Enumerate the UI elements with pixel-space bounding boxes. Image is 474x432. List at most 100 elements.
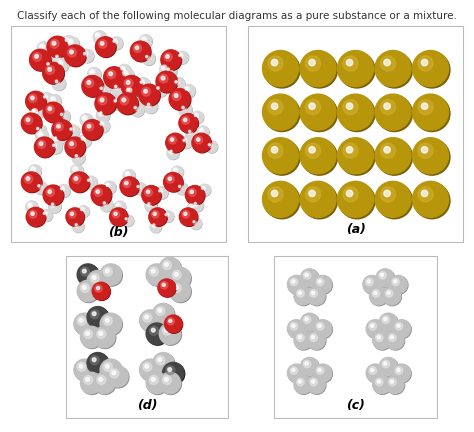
Circle shape	[164, 213, 169, 217]
Circle shape	[179, 104, 192, 117]
Circle shape	[81, 283, 89, 292]
Circle shape	[82, 269, 86, 273]
Circle shape	[374, 332, 392, 350]
Circle shape	[156, 187, 168, 199]
Circle shape	[88, 271, 109, 292]
Circle shape	[189, 130, 191, 132]
Circle shape	[147, 202, 152, 206]
Circle shape	[49, 200, 62, 213]
Circle shape	[153, 212, 156, 216]
Circle shape	[82, 76, 104, 97]
Circle shape	[156, 356, 165, 365]
Circle shape	[179, 54, 181, 57]
Circle shape	[95, 93, 116, 114]
Circle shape	[36, 184, 42, 189]
Circle shape	[96, 108, 109, 122]
Circle shape	[185, 186, 204, 204]
Circle shape	[84, 176, 97, 188]
Circle shape	[82, 120, 102, 140]
Circle shape	[65, 46, 86, 67]
Circle shape	[92, 282, 109, 300]
Circle shape	[188, 202, 199, 213]
Circle shape	[163, 326, 172, 335]
Circle shape	[174, 94, 178, 98]
Circle shape	[173, 270, 181, 280]
Circle shape	[26, 201, 37, 213]
Circle shape	[120, 177, 139, 196]
Circle shape	[170, 89, 191, 110]
Circle shape	[314, 364, 332, 382]
Circle shape	[36, 127, 39, 130]
Circle shape	[21, 172, 41, 192]
Circle shape	[186, 186, 205, 205]
Circle shape	[339, 95, 375, 132]
Circle shape	[421, 103, 428, 109]
Circle shape	[152, 223, 156, 228]
Circle shape	[56, 55, 58, 57]
Circle shape	[287, 276, 305, 293]
Circle shape	[363, 276, 381, 293]
Circle shape	[43, 95, 48, 100]
Circle shape	[73, 221, 83, 232]
Circle shape	[384, 362, 387, 365]
Text: (c): (c)	[346, 400, 365, 413]
Circle shape	[147, 103, 150, 105]
Circle shape	[303, 272, 311, 279]
Circle shape	[264, 183, 300, 219]
Circle shape	[37, 140, 46, 149]
Circle shape	[112, 39, 117, 44]
Circle shape	[156, 307, 165, 315]
Circle shape	[100, 359, 121, 381]
Circle shape	[27, 92, 46, 112]
Circle shape	[172, 92, 181, 101]
Circle shape	[337, 94, 374, 130]
Circle shape	[90, 274, 99, 283]
Circle shape	[392, 278, 400, 286]
Circle shape	[198, 127, 209, 138]
Circle shape	[57, 184, 70, 197]
Circle shape	[120, 96, 128, 105]
Circle shape	[392, 320, 410, 338]
Circle shape	[160, 64, 173, 76]
Circle shape	[381, 99, 395, 114]
Circle shape	[57, 110, 70, 123]
Circle shape	[412, 51, 448, 86]
Circle shape	[300, 138, 336, 174]
Circle shape	[75, 224, 77, 226]
Circle shape	[159, 323, 181, 344]
Circle shape	[158, 358, 162, 362]
Circle shape	[48, 190, 52, 194]
Circle shape	[164, 172, 182, 191]
Circle shape	[59, 112, 64, 117]
Circle shape	[66, 208, 84, 226]
Circle shape	[35, 54, 38, 58]
Circle shape	[161, 50, 181, 70]
Circle shape	[122, 70, 128, 76]
Circle shape	[110, 209, 128, 226]
Circle shape	[121, 67, 123, 70]
Circle shape	[118, 64, 131, 77]
Circle shape	[386, 375, 404, 394]
Circle shape	[189, 204, 194, 209]
Circle shape	[149, 267, 158, 276]
Circle shape	[53, 77, 66, 91]
Circle shape	[376, 269, 394, 287]
Circle shape	[414, 52, 450, 88]
Circle shape	[192, 133, 211, 152]
Circle shape	[97, 375, 106, 384]
Circle shape	[418, 143, 433, 158]
Circle shape	[68, 39, 73, 44]
Circle shape	[43, 102, 63, 122]
Circle shape	[174, 273, 178, 276]
Circle shape	[155, 86, 161, 91]
Circle shape	[137, 78, 151, 91]
Circle shape	[41, 92, 53, 105]
Circle shape	[309, 103, 315, 109]
Circle shape	[125, 218, 127, 220]
Circle shape	[167, 148, 179, 159]
Circle shape	[381, 56, 395, 71]
Circle shape	[122, 215, 134, 226]
Circle shape	[39, 133, 41, 135]
Circle shape	[66, 38, 80, 51]
Circle shape	[305, 99, 320, 114]
